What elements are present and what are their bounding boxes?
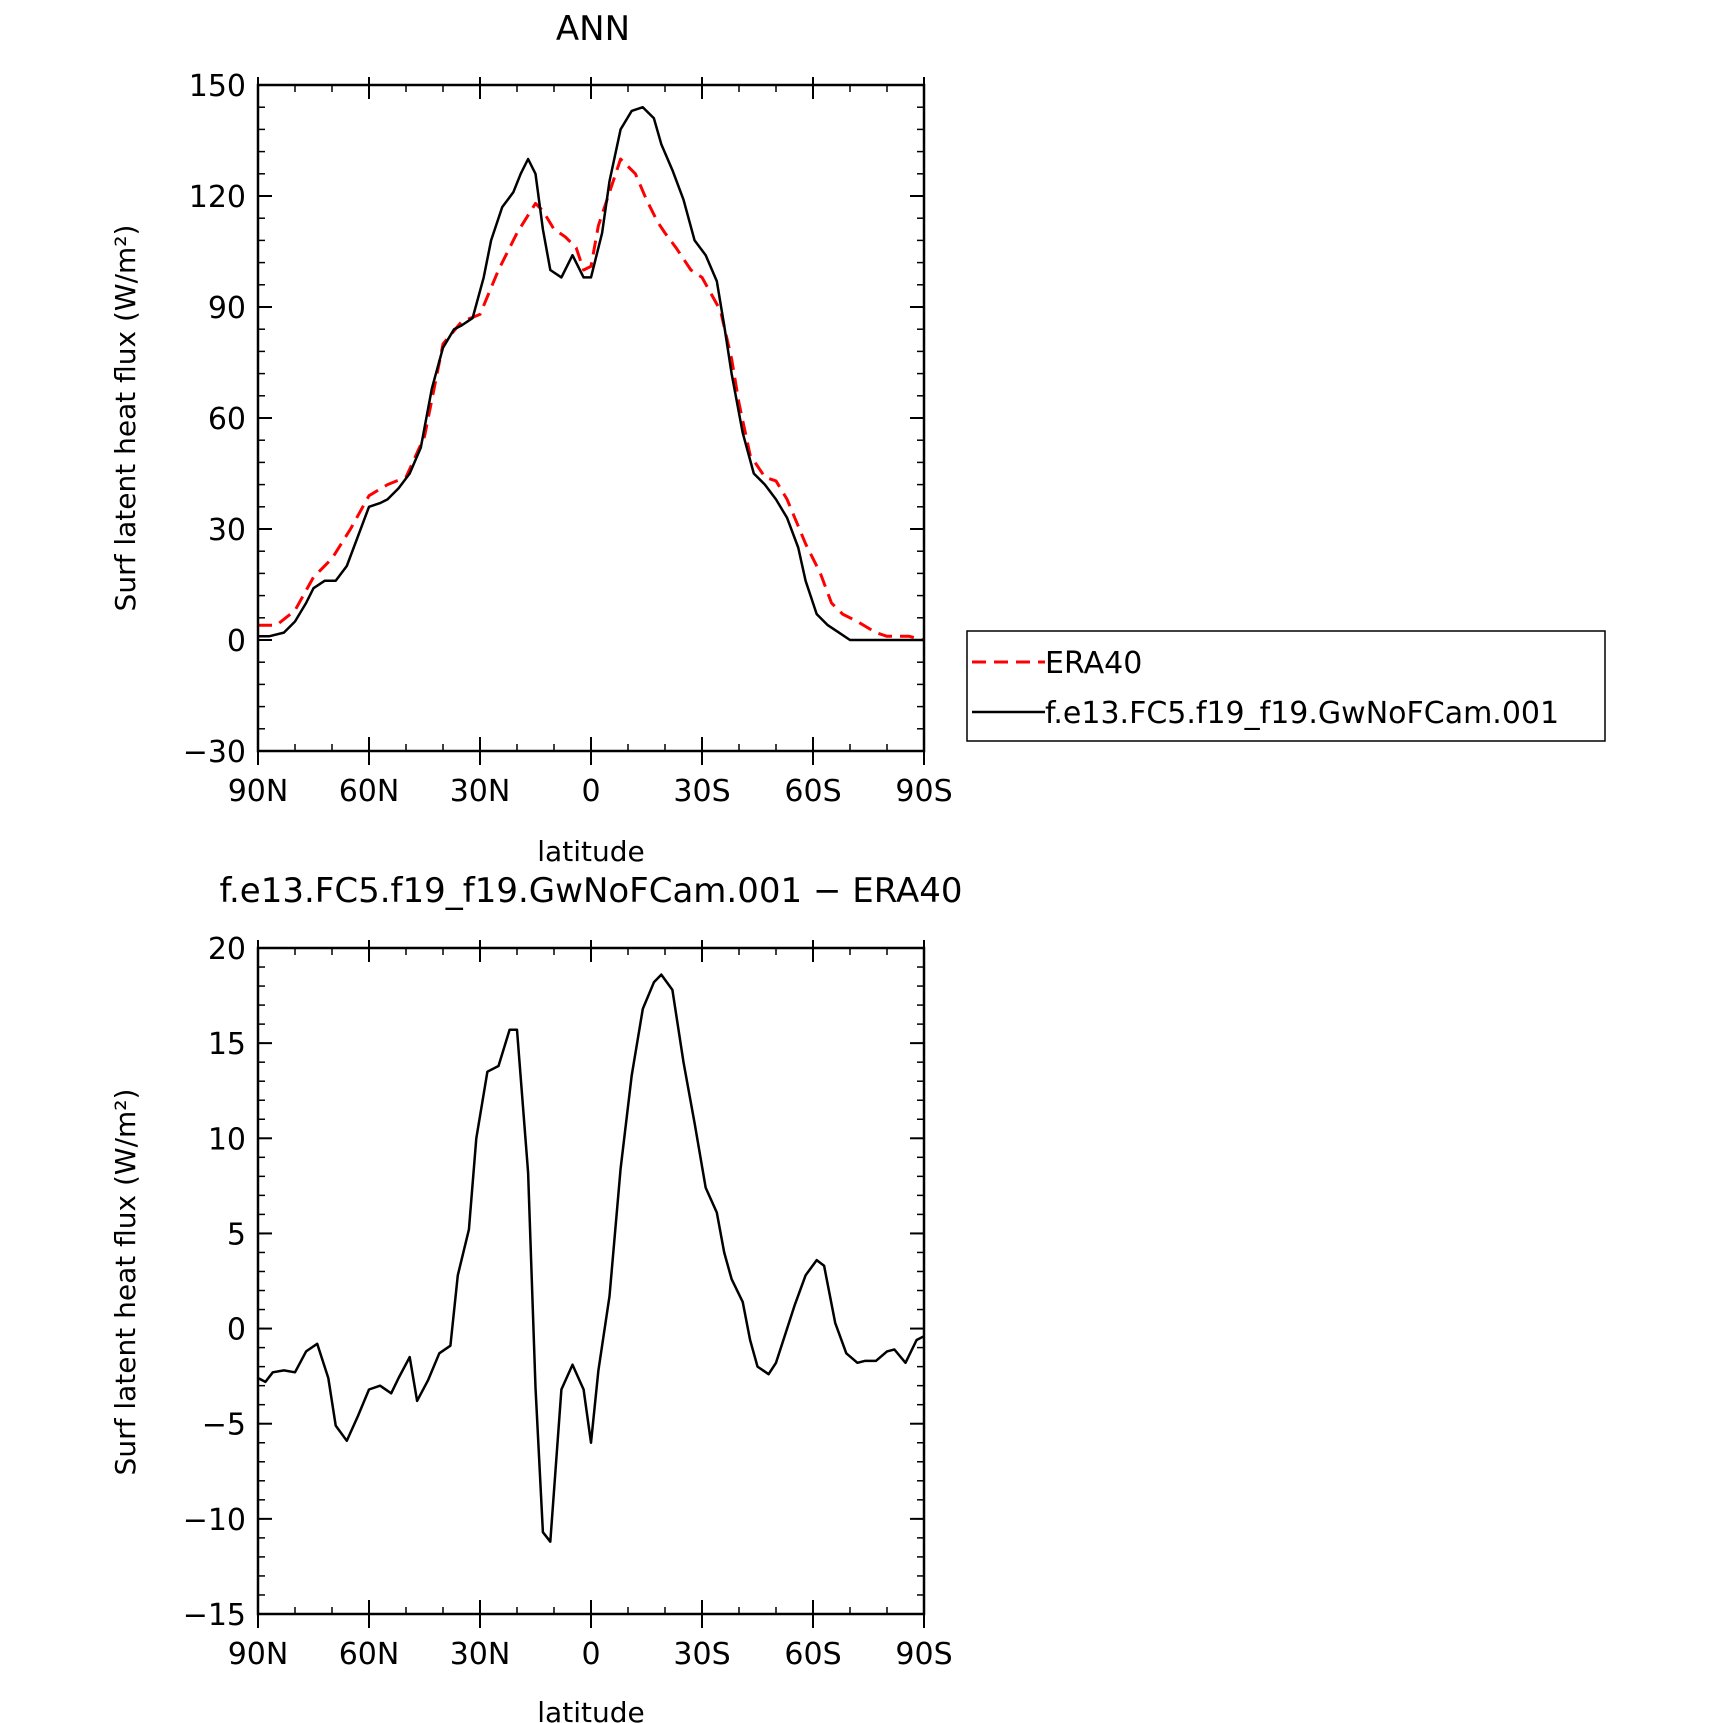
top-x-axis-label: latitude: [537, 835, 644, 868]
legend-label-model: f.e13.FC5.f19_f19.GwNoFCam.001: [1045, 696, 1559, 731]
top-x-tick-label: 30N: [450, 774, 511, 809]
top-y-tick-label: 30: [208, 513, 246, 548]
legend: ERA40 f.e13.FC5.f19_f19.GwNoFCam.001: [966, 630, 1606, 742]
bottom-x-axis-label: latitude: [537, 1696, 644, 1723]
bottom-y-axis-label: Surf latent heat flux (W/m²): [109, 1089, 142, 1476]
top-y-tick-label: −30: [183, 735, 246, 770]
top-x-tick-label: 0: [581, 774, 600, 809]
bottom-y-tick-label: 5: [227, 1217, 246, 1252]
bottom-plot-frame: [256, 946, 926, 1616]
top-y-tick-labels: −30 0 30 60 90 120 150: [183, 69, 246, 770]
bottom-x-tick-label: 60S: [784, 1637, 841, 1672]
top-y-tick-label: 0: [227, 624, 246, 659]
bottom-x-tick-label: 0: [581, 1637, 600, 1672]
top-x-tick-label: 60N: [339, 774, 400, 809]
top-x-tick-labels: 90N 60N 30N 0 30S 60S 90S: [228, 774, 953, 809]
top-chart-panel: ANN −30 0 30 60 90 120 150 90N 60N 30N 0 30S 60S 90S…: [109, 9, 1606, 868]
bottom-x-tick-label: 90N: [228, 1637, 289, 1672]
top-x-tick-label: 90N: [228, 774, 289, 809]
top-y-tick-label: 60: [208, 402, 246, 437]
bottom-x-tick-label: 30N: [450, 1637, 511, 1672]
top-y-axis-label: Surf latent heat flux (W/m²): [109, 225, 142, 612]
bottom-y-tick-label: 15: [208, 1027, 246, 1062]
top-series-line-0: [258, 157, 925, 642]
bottom-y-tick-label: 0: [227, 1313, 246, 1348]
bottom-chart-title: f.e13.FC5.f19_f19.GwNoFCam.001 − ERA40: [219, 871, 962, 911]
bottom-series-line-0: [257, 973, 925, 1543]
bottom-x-tick-label: 30S: [673, 1637, 730, 1672]
bottom-y-tick-label: 20: [208, 932, 246, 967]
bottom-tick-marks: [257, 940, 925, 1628]
bottom-x-tick-labels: 90N 60N 30N 0 30S 60S 90S: [228, 1637, 953, 1672]
top-y-tick-label: 120: [189, 180, 246, 215]
bottom-y-tick-label: −5: [202, 1408, 246, 1443]
top-series-group: [258, 105, 925, 642]
top-y-tick-label: 90: [208, 291, 246, 326]
bottom-x-tick-label: 60N: [339, 1637, 400, 1672]
bottom-y-tick-label: −10: [183, 1503, 246, 1538]
legend-box: [966, 630, 1606, 742]
top-y-tick-label: 150: [189, 69, 246, 104]
top-series-line-1: [258, 105, 924, 642]
top-x-tick-label: 30S: [673, 774, 730, 809]
bottom-chart-panel: f.e13.FC5.f19_f19.GwNoFCam.001 − ERA40 −…: [109, 871, 963, 1723]
top-x-tick-label: 90S: [895, 774, 952, 809]
bottom-y-tick-label: 10: [208, 1122, 246, 1157]
top-chart-title: ANN: [556, 9, 630, 49]
top-tick-marks: [257, 77, 925, 765]
bottom-series-group: [257, 973, 925, 1543]
legend-label-era40: ERA40: [1045, 646, 1142, 681]
bottom-y-tick-label: −15: [183, 1598, 246, 1633]
top-x-tick-label: 60S: [784, 774, 841, 809]
bottom-y-tick-labels: −15 −10 −5 0 5 10 15 20: [183, 932, 246, 1633]
top-plot-frame: [256, 83, 926, 753]
bottom-x-tick-label: 90S: [895, 1637, 952, 1672]
